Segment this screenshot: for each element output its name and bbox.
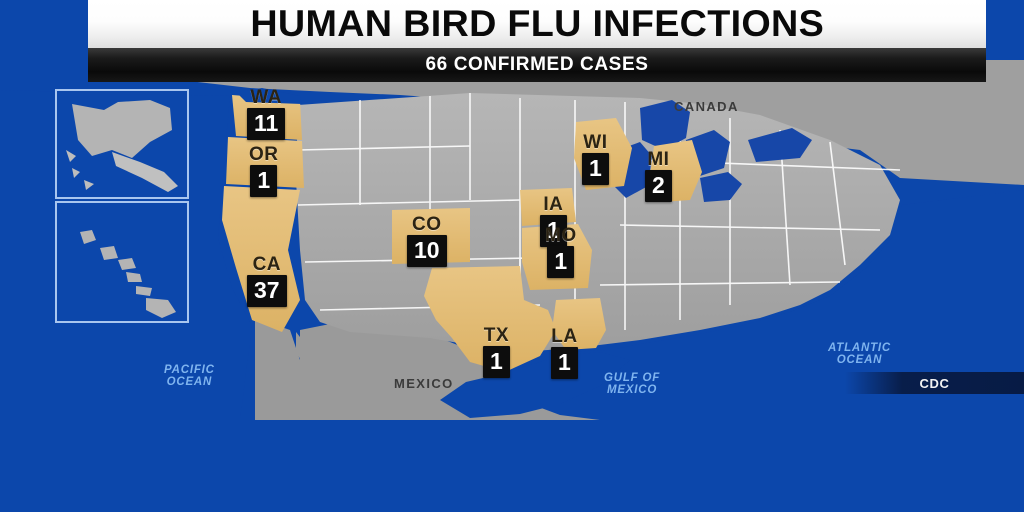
canada-landmass	[120, 60, 1024, 185]
graphic-title-bar: HUMAN BIRD FLU INFECTIONS	[88, 0, 986, 48]
alaska-inset	[55, 89, 189, 199]
mexico-landmass	[300, 320, 600, 420]
atlantic-water	[560, 190, 1024, 420]
gulf-water	[440, 352, 630, 418]
lower-third-banner: FOX NEWS channel CDC: BIRD FLU MUTATED I…	[0, 420, 1024, 512]
source-label: CDC	[919, 375, 950, 391]
source-attribution: CDC	[845, 372, 1024, 394]
graphic-title: HUMAN BIRD FLU INFECTIONS	[250, 3, 824, 44]
state-la	[552, 298, 606, 350]
graphic-subtitle-bar: 66 CONFIRMED CASES	[88, 48, 986, 82]
state-ia	[520, 188, 576, 226]
state-or	[226, 137, 304, 188]
state-mo	[522, 224, 592, 290]
state-tx	[424, 266, 556, 372]
graphic-subtitle: 66 CONFIRMED CASES	[425, 54, 649, 75]
state-co	[392, 208, 470, 264]
hawaii-inset	[55, 201, 189, 323]
